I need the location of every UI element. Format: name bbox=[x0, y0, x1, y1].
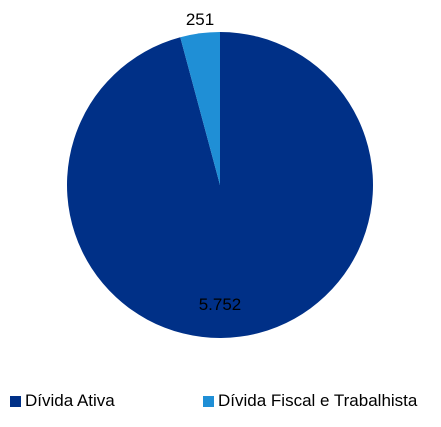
data-label-divida-fiscal: 251 bbox=[186, 10, 214, 29]
pie-slice-divida-fiscal bbox=[180, 32, 220, 185]
legend-item-divida-ativa: Dívida Ativa bbox=[10, 386, 115, 416]
legend-item-divida-fiscal: Dívida Fiscal e Trabalhista bbox=[203, 386, 417, 416]
legend-label-divida-ativa: Dívida Ativa bbox=[25, 391, 115, 410]
legend: Dívida Ativa Dívida Fiscal e Trabalhista bbox=[0, 386, 441, 416]
pie-chart: 5.752 251 bbox=[66, 10, 373, 338]
legend-swatch-divida-fiscal bbox=[203, 396, 214, 407]
legend-swatch-divida-ativa bbox=[10, 396, 21, 407]
data-label-divida-ativa: 5.752 bbox=[199, 295, 242, 314]
legend-label-divida-fiscal: Dívida Fiscal e Trabalhista bbox=[218, 391, 418, 410]
